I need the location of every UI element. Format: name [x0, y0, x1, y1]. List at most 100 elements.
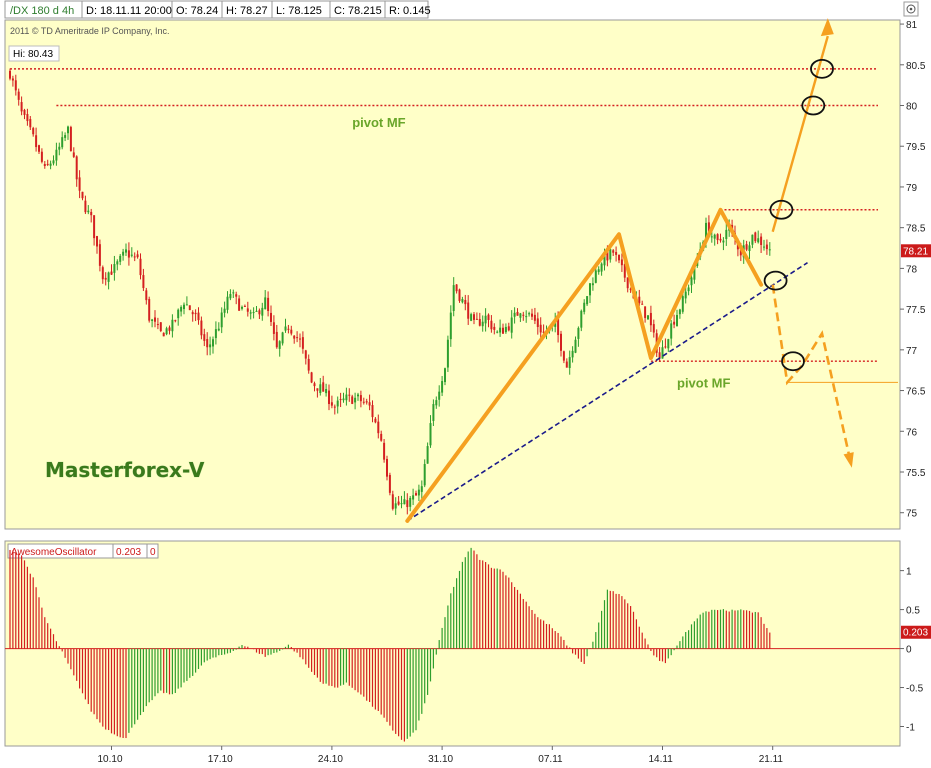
candle-up — [122, 251, 125, 256]
candle-up — [678, 309, 681, 315]
time-tick-label: 10.10 — [98, 754, 123, 765]
candle-down — [20, 102, 23, 112]
candle-up — [661, 347, 664, 359]
candle-up — [768, 249, 771, 251]
candle-down — [11, 78, 14, 81]
candle-down — [69, 127, 72, 152]
candle-up — [87, 210, 90, 213]
candle-down — [626, 277, 629, 289]
candle-down — [391, 494, 394, 509]
candle-down — [104, 277, 107, 280]
candle-up — [438, 391, 441, 400]
time-tick-label: 07.11 — [538, 754, 563, 765]
candle-up — [600, 263, 603, 272]
candle-up — [670, 323, 673, 339]
candle-up — [212, 339, 214, 347]
candle-down — [415, 493, 417, 496]
candle-up — [574, 339, 577, 353]
candle-down — [127, 250, 130, 258]
candle-down — [235, 294, 238, 297]
candle-down — [629, 288, 632, 290]
candle-down — [397, 501, 400, 505]
price-tick-label: 77.5 — [906, 305, 926, 316]
candle-down — [475, 318, 478, 320]
candle-down — [78, 177, 81, 191]
candle-up — [241, 306, 243, 309]
candle-down — [162, 332, 165, 337]
oscillator-title: AwesomeOscillator — [11, 547, 97, 558]
candle-up — [525, 316, 528, 318]
svg-text:0.203: 0.203 — [903, 628, 928, 639]
candle-down — [296, 337, 299, 339]
candle-down — [270, 312, 272, 322]
candle-down — [133, 256, 136, 258]
range-label: R: 0.145 — [389, 5, 431, 17]
candle-up — [591, 283, 594, 286]
candle-down — [194, 312, 197, 315]
candle-down — [644, 306, 647, 318]
candle-down — [557, 318, 560, 336]
candle-down — [754, 232, 757, 242]
candle-up — [229, 294, 232, 299]
candle-down — [96, 236, 98, 247]
candle-up — [183, 304, 185, 310]
candle-down — [359, 395, 362, 402]
candle-up — [609, 249, 612, 260]
candle-down — [536, 318, 539, 328]
candle-up — [452, 285, 455, 311]
candle-down — [43, 164, 46, 167]
candle-up — [232, 292, 235, 294]
candle-up — [130, 254, 133, 256]
candle-down — [200, 320, 203, 336]
candle-down — [664, 346, 667, 348]
candle-down — [490, 320, 493, 330]
candle-down — [191, 312, 194, 315]
target-circle — [769, 199, 794, 220]
candle-down — [649, 312, 652, 326]
candle-down — [90, 211, 93, 216]
candle-up — [209, 344, 212, 348]
target-circle — [781, 351, 805, 372]
candle-up — [116, 261, 119, 265]
candle-up — [571, 350, 574, 358]
candle-up — [594, 270, 597, 283]
candle-up — [281, 332, 284, 344]
projection-down-arrowhead — [843, 452, 854, 468]
candle-up — [441, 381, 444, 393]
candle-up — [223, 308, 226, 313]
price-tick-label: 76.5 — [906, 387, 926, 398]
candle-up — [757, 238, 760, 243]
price-tick-label: 78.5 — [906, 224, 926, 235]
candle-up — [684, 291, 687, 299]
candle-up — [710, 236, 713, 238]
candle-down — [560, 333, 562, 351]
time-tick-label: 24.10 — [318, 754, 343, 765]
price-tick-label: 76 — [906, 427, 918, 438]
candle-down — [507, 326, 510, 331]
settings-icon[interactable] — [903, 1, 919, 17]
candle-down — [9, 70, 11, 79]
candle-down — [623, 263, 626, 278]
candle-down — [316, 388, 319, 391]
candle-up — [214, 329, 217, 339]
candle-down — [154, 317, 156, 322]
candle-down — [380, 433, 383, 441]
candle-up — [603, 252, 606, 266]
time-axis: 10.10 17.10 24.10 31.10 07.11 14.11 21.11 — [98, 746, 783, 765]
target-circle — [801, 95, 826, 116]
last-price-tag: 78.21 — [901, 244, 931, 258]
open-label: O: 78.24 — [176, 5, 218, 17]
candle-down — [304, 350, 307, 359]
candle-up — [261, 307, 264, 316]
oscillator-panel — [4, 540, 901, 747]
candle-down — [310, 372, 313, 383]
candle-down — [142, 275, 145, 289]
candle-down — [533, 314, 536, 321]
candle-up — [667, 339, 670, 349]
oscillator-axis: 1 0.5 0 -0.5 -1 — [5, 567, 924, 734]
oscillator-bars — [9, 547, 771, 742]
candle-up — [342, 398, 345, 401]
time-tick-label: 17.10 — [208, 754, 233, 765]
candle-down — [136, 254, 139, 258]
candle-up — [568, 357, 571, 369]
